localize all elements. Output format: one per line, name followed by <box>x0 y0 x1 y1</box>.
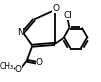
Text: CH₃: CH₃ <box>0 62 14 71</box>
Text: O: O <box>15 65 22 74</box>
Text: O: O <box>36 58 43 67</box>
Text: Cl: Cl <box>63 11 72 20</box>
Text: N: N <box>17 28 24 37</box>
Text: O: O <box>52 4 59 13</box>
